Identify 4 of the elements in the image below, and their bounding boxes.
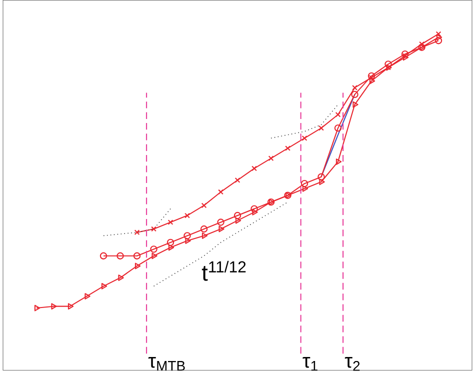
annotation: τ$_{2}$ xyxy=(344,356,360,371)
annotation: τ$_{1}$ xyxy=(302,356,318,370)
annotation: τ$_{MTB}$ xyxy=(148,356,185,370)
annotation: t$^{11/12}$ xyxy=(202,260,246,281)
